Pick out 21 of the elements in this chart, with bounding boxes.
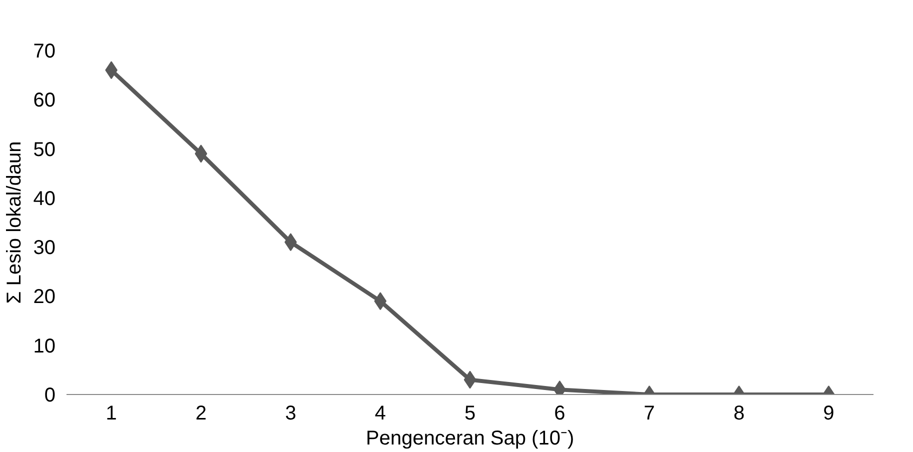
- x-tick-label: 1: [106, 402, 117, 424]
- x-tick-label: 9: [823, 402, 834, 424]
- y-tick-label: 50: [33, 138, 56, 161]
- x-tick-label: 2: [195, 402, 207, 424]
- x-tick-label: 4: [374, 402, 386, 424]
- x-tick-label: 3: [285, 402, 296, 424]
- y-tick-label: 70: [33, 40, 56, 62]
- y-tick-label: 10: [33, 335, 56, 358]
- y-tick-label: 60: [33, 90, 56, 112]
- y-axis-title: Σ Lesio lokal/daun: [3, 141, 26, 304]
- x-tick-label: 6: [554, 402, 566, 424]
- y-tick-label: 30: [33, 237, 56, 260]
- x-tick-label: 5: [464, 402, 476, 424]
- point: [464, 370, 476, 389]
- x-tick-label: 7: [644, 402, 655, 424]
- y-tick-label: 40: [33, 188, 56, 210]
- y-tick-label: 20: [33, 286, 56, 308]
- y-tick-label: 0: [44, 384, 56, 406]
- x-tick-label: 8: [733, 402, 745, 424]
- x-axis-title: Pengenceran Sap (10⁻): [366, 428, 574, 450]
- point: [194, 144, 208, 163]
